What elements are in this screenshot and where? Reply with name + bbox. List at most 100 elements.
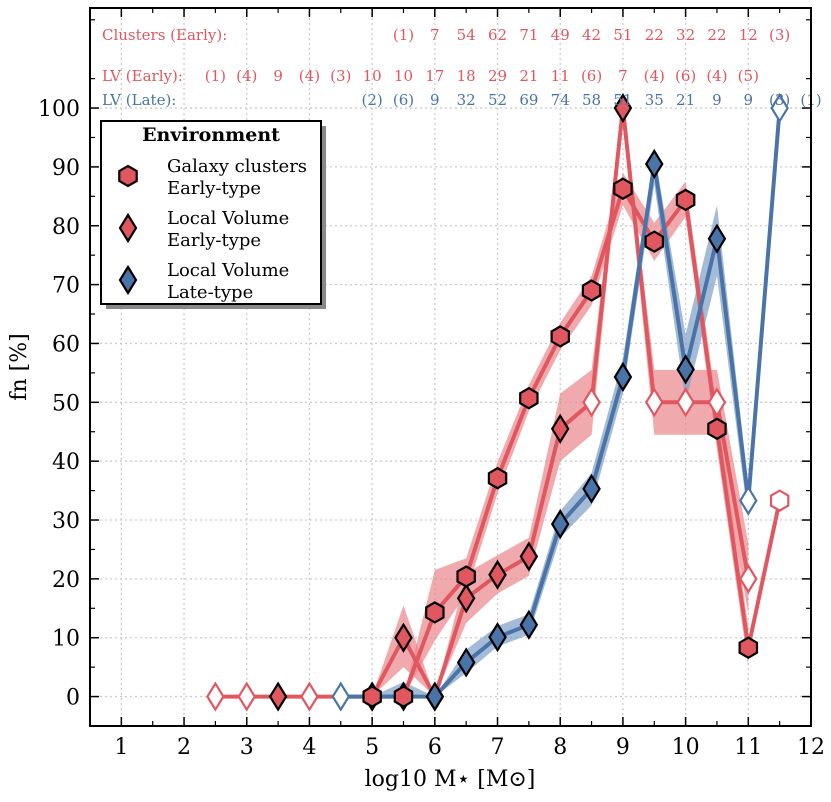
count-row-label: LV (Early): (102, 67, 183, 85)
diamond-marker (613, 361, 633, 393)
diamond-marker (488, 622, 507, 653)
y-tick-label: 90 (52, 156, 80, 181)
x-tick-label: 11 (734, 735, 762, 760)
sample-count-annotations: Clusters (Early): (1) 7 54 62 71 49 42 51 22 32 22 1… (102, 26, 822, 109)
diamond-marker (676, 387, 695, 418)
count-value: 29 (488, 67, 507, 85)
x-tick-label: 3 (240, 735, 254, 760)
y-tick-label: 20 (52, 568, 80, 593)
hexagon-marker (769, 489, 790, 512)
count-value: (3) (330, 67, 351, 85)
count-value: 21 (519, 67, 538, 85)
legend-title: Environment (142, 124, 280, 146)
y-axis-title: fn [%] (7, 333, 32, 400)
uncertainty-band (372, 108, 749, 697)
count-value: 11 (551, 67, 570, 85)
count-value: 9 (712, 91, 722, 109)
y-tick-label: 70 (52, 274, 80, 299)
legend-entry-line2: Early-type (167, 230, 261, 251)
series-markers (206, 92, 790, 712)
count-row-label: LV (Late): (102, 91, 176, 109)
y-tick-label: 60 (52, 332, 80, 357)
y-tick-label: 100 (38, 97, 80, 122)
hexagon-marker (362, 685, 382, 708)
hexagon-marker (550, 325, 571, 348)
count-value: 58 (582, 91, 601, 109)
diamond-marker (739, 563, 758, 594)
plot-frame (89, 7, 812, 727)
hexagon-marker (613, 177, 633, 200)
count-value: 42 (582, 26, 601, 44)
diamond-marker (394, 622, 413, 653)
x-tick-label: 6 (428, 735, 442, 760)
x-tick-label: 5 (365, 735, 379, 760)
count-value: 21 (676, 91, 695, 109)
count-value: 22 (707, 26, 726, 44)
legend-entry-line1: Galaxy clusters (167, 156, 307, 177)
count-value: (4) (299, 67, 320, 85)
count-value: 35 (645, 91, 664, 109)
count-value: 32 (457, 91, 476, 109)
count-value: (2) (362, 91, 383, 109)
diamond-marker (644, 387, 664, 418)
x-tick-label: 8 (553, 735, 567, 760)
count-value: 12 (739, 26, 758, 44)
count-value: 9 (273, 67, 283, 85)
count-value: 9 (744, 91, 754, 109)
x-tick-label: 4 (302, 735, 316, 760)
hexagon-marker (675, 188, 696, 212)
diamond-marker (206, 681, 225, 712)
x-tick-label: 9 (616, 735, 630, 760)
y-tick-label: 80 (52, 215, 80, 240)
legend-entry-line1: Local Volume (167, 260, 289, 281)
legend-entry-line2: Late-type (167, 282, 253, 303)
y-tick-label: 40 (52, 450, 80, 475)
hexagon-marker (519, 386, 539, 410)
diamond-marker (519, 541, 539, 572)
count-row-label: Clusters (Early): (102, 26, 227, 44)
hexagon-marker (487, 466, 508, 490)
diamond-marker (488, 559, 507, 590)
diamond-marker (739, 485, 758, 516)
count-value: (6) (393, 91, 414, 109)
count-value: (4) (236, 67, 257, 85)
y-tick-label: 30 (52, 509, 80, 534)
hexagon-marker (644, 230, 665, 253)
diamond-marker (582, 387, 601, 418)
hexagon-marker (456, 565, 476, 588)
count-value: (3) (769, 26, 790, 44)
diamond-marker (676, 354, 695, 385)
count-value: (1) (393, 26, 414, 44)
count-value: 32 (676, 26, 695, 44)
diamond-marker (237, 681, 257, 712)
diamond-marker (582, 473, 601, 504)
count-value: 62 (488, 26, 507, 44)
diamond-marker (456, 583, 476, 614)
diamond-marker (425, 681, 445, 712)
count-value: 71 (519, 26, 538, 44)
count-value: 74 (551, 91, 570, 109)
legend-diamond-marker (118, 264, 138, 296)
diamond-marker (268, 681, 288, 712)
legend-hexagon-marker (118, 164, 138, 188)
count-value: (4) (644, 67, 665, 85)
x-tick-label: 2 (177, 735, 191, 760)
legend-diamond-marker (118, 212, 138, 244)
hexagon-marker (425, 601, 445, 624)
count-value: 17 (425, 67, 444, 85)
hexagon-marker (738, 636, 759, 659)
x-tick-label: 12 (797, 735, 825, 760)
count-value: 54 (457, 26, 476, 44)
count-value: 10 (394, 67, 413, 85)
legend: Environment Galaxy clusters Early-type Loca… (100, 120, 326, 309)
count-value: 52 (488, 91, 507, 109)
count-value: 51 (613, 26, 632, 44)
diamond-marker (707, 223, 727, 254)
diamond-marker (519, 609, 539, 640)
count-value: 69 (519, 91, 538, 109)
count-value: 22 (645, 26, 664, 44)
diamond-marker (613, 92, 633, 124)
hexagon-marker (393, 685, 414, 708)
count-value: 7 (618, 67, 628, 85)
